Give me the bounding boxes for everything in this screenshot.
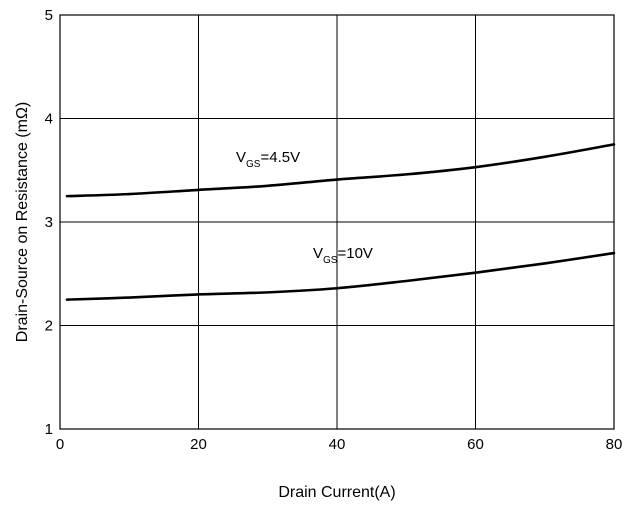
series-label-main: V <box>313 245 323 262</box>
y-tick-label: 2 <box>45 318 53 335</box>
y-tick-label: 4 <box>45 111 53 128</box>
series-label-value: =10V <box>337 245 372 262</box>
x-tick-labels: 0 20 40 60 80 <box>56 436 623 453</box>
x-tick-label: 20 <box>190 436 207 453</box>
y-tick-label: 5 <box>45 7 53 24</box>
y-axis-label: Drain-Source on Resistance (mΩ) <box>14 102 31 342</box>
plot-frame <box>59 14 615 430</box>
series-label-subscript: GS <box>246 159 261 170</box>
x-tick-label: 80 <box>606 436 623 453</box>
series-label-main: V <box>236 149 246 166</box>
x-tick-label: 40 <box>329 436 346 453</box>
series-line-vgs-4-5v <box>65 143 616 198</box>
x-axis-label: Drain Current(A) <box>278 484 395 501</box>
series-label-vgs-4-5v: VGS=4.5V <box>236 149 300 170</box>
series-line-vgs-10v <box>65 251 616 301</box>
y-tick-labels: 1 2 3 4 5 <box>45 7 53 438</box>
y-tick-label: 3 <box>45 214 53 231</box>
x-tick-label: 0 <box>56 436 64 453</box>
series-label-vgs-10v: VGS=10V <box>313 245 373 266</box>
series-label-value: =4.5V <box>260 149 300 166</box>
y-tick-label: 1 <box>45 421 53 438</box>
series-label-subscript: GS <box>323 255 338 266</box>
grid <box>59 14 615 430</box>
series <box>65 143 616 301</box>
x-tick-label: 60 <box>467 436 484 453</box>
